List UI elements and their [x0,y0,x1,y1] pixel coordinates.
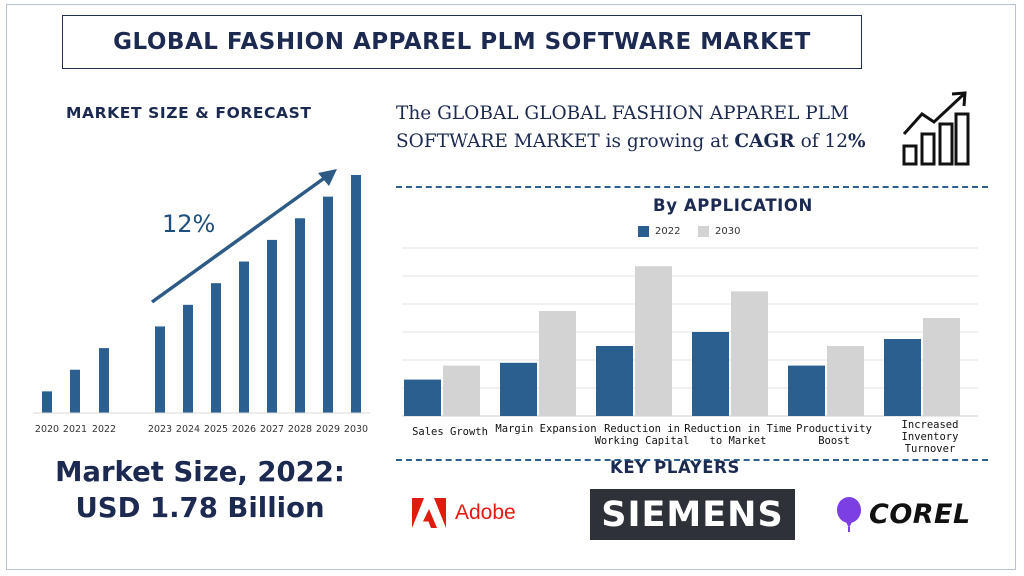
category-label: Reduction in Time to Market [684,423,792,447]
year-tick-label: 2021 [63,424,87,435]
bar-2030-0 [443,365,480,416]
year-tick-label: 2029 [316,424,340,435]
year-tick-label: 2025 [204,424,228,435]
bar-2022-1 [500,362,537,416]
category-label: Productivity Boost [796,423,872,447]
cagr-word: CAGR [734,131,795,152]
siemens-wordmark: SIEMENS [601,494,784,535]
adobe-icon [412,498,446,528]
legend-swatch-2030 [698,226,709,237]
adobe-logo: Adobe [412,498,516,528]
bar-2030-2 [635,266,672,416]
forecast-bar-2023 [155,326,165,413]
bar-2022-4 [788,365,825,416]
trend-arrow-icon [150,172,332,304]
corel-logo: COREL [834,496,971,532]
market-size-line1: Market Size, 2022: [55,456,345,488]
by-application-heading: By APPLICATION [653,196,813,215]
cagr-percent: % [847,131,866,152]
legend-label-2030: 2030 [715,226,741,237]
bar-2030-3 [731,291,768,416]
forecast-bar-2024 [183,304,193,413]
cagr-annotation: 12% [162,210,215,238]
adobe-wordmark: Adobe [455,501,516,524]
forecast-bar-2025 [211,283,221,413]
legend-2030: 2030 [698,226,740,237]
year-tick-label: 2027 [260,424,284,435]
year-tick-label: 2028 [288,424,312,435]
page-title: GLOBAL FASHION APPAREL PLM SOFTWARE MARK… [113,29,811,55]
forecast-bar-2029 [323,196,333,413]
year-tick-label: 2030 [344,424,368,435]
forecast-bar-2021 [70,369,80,413]
bar-2022-5 [884,339,921,416]
cagr-middle: of 12 [794,131,848,152]
category-label: Increased Inventory Turnover [901,419,959,455]
legend-swatch-2022 [638,226,649,237]
title-box: GLOBAL FASHION APPAREL PLM SOFTWARE MARK… [62,15,862,69]
market-size-line2: USD 1.78 Billion [75,492,325,524]
corel-wordmark: COREL [869,498,971,530]
bar-2030-4 [827,346,864,416]
divider-top [396,186,988,188]
forecast-bar-2022 [99,348,109,413]
market-size-forecast-heading: MARKET SIZE & FORECAST [66,104,312,122]
bar-2022-3 [692,332,729,416]
bar-2022-0 [404,379,441,416]
cagr-statement: The GLOBAL GLOBAL FASHION APPAREL PLM SO… [396,100,896,156]
forecast-bar-2027 [267,239,277,413]
corel-balloon-icon [837,497,861,532]
trend-arrow-head [318,169,337,186]
bar-2030-1 [539,311,576,416]
bar-2022-2 [596,346,633,416]
divider-bottom [396,459,988,461]
category-label: Sales Growth [412,426,488,438]
growth-chart-icon [902,91,970,166]
cagr-prefix: The GLOBAL GLOBAL FASHION APPAREL PLM SO… [396,103,849,152]
siemens-logo: SIEMENS [590,489,795,540]
forecast-bar-2030 [351,175,361,413]
market-size-block: Market Size, 2022: USD 1.78 Billion [30,454,370,526]
key-players-heading: KEY PLAYERS [610,458,740,477]
legend-2022: 2022 [638,226,680,237]
bar-2030-5 [923,318,960,416]
year-tick-label: 2024 [176,424,200,435]
forecast-bar-2026 [239,261,249,413]
year-tick-label: 2026 [232,424,256,435]
forecast-bar-2028 [295,218,305,413]
forecast-bar-2020 [42,391,52,413]
infographic-frame [6,4,1016,570]
year-tick-label: 2022 [92,424,116,435]
category-label: Reduction in Working Capital [594,423,690,447]
category-label: Margin Expansion [495,423,597,435]
year-tick-label: 2023 [148,424,172,435]
year-tick-label: 2020 [35,424,59,435]
legend-label-2022: 2022 [655,226,681,237]
